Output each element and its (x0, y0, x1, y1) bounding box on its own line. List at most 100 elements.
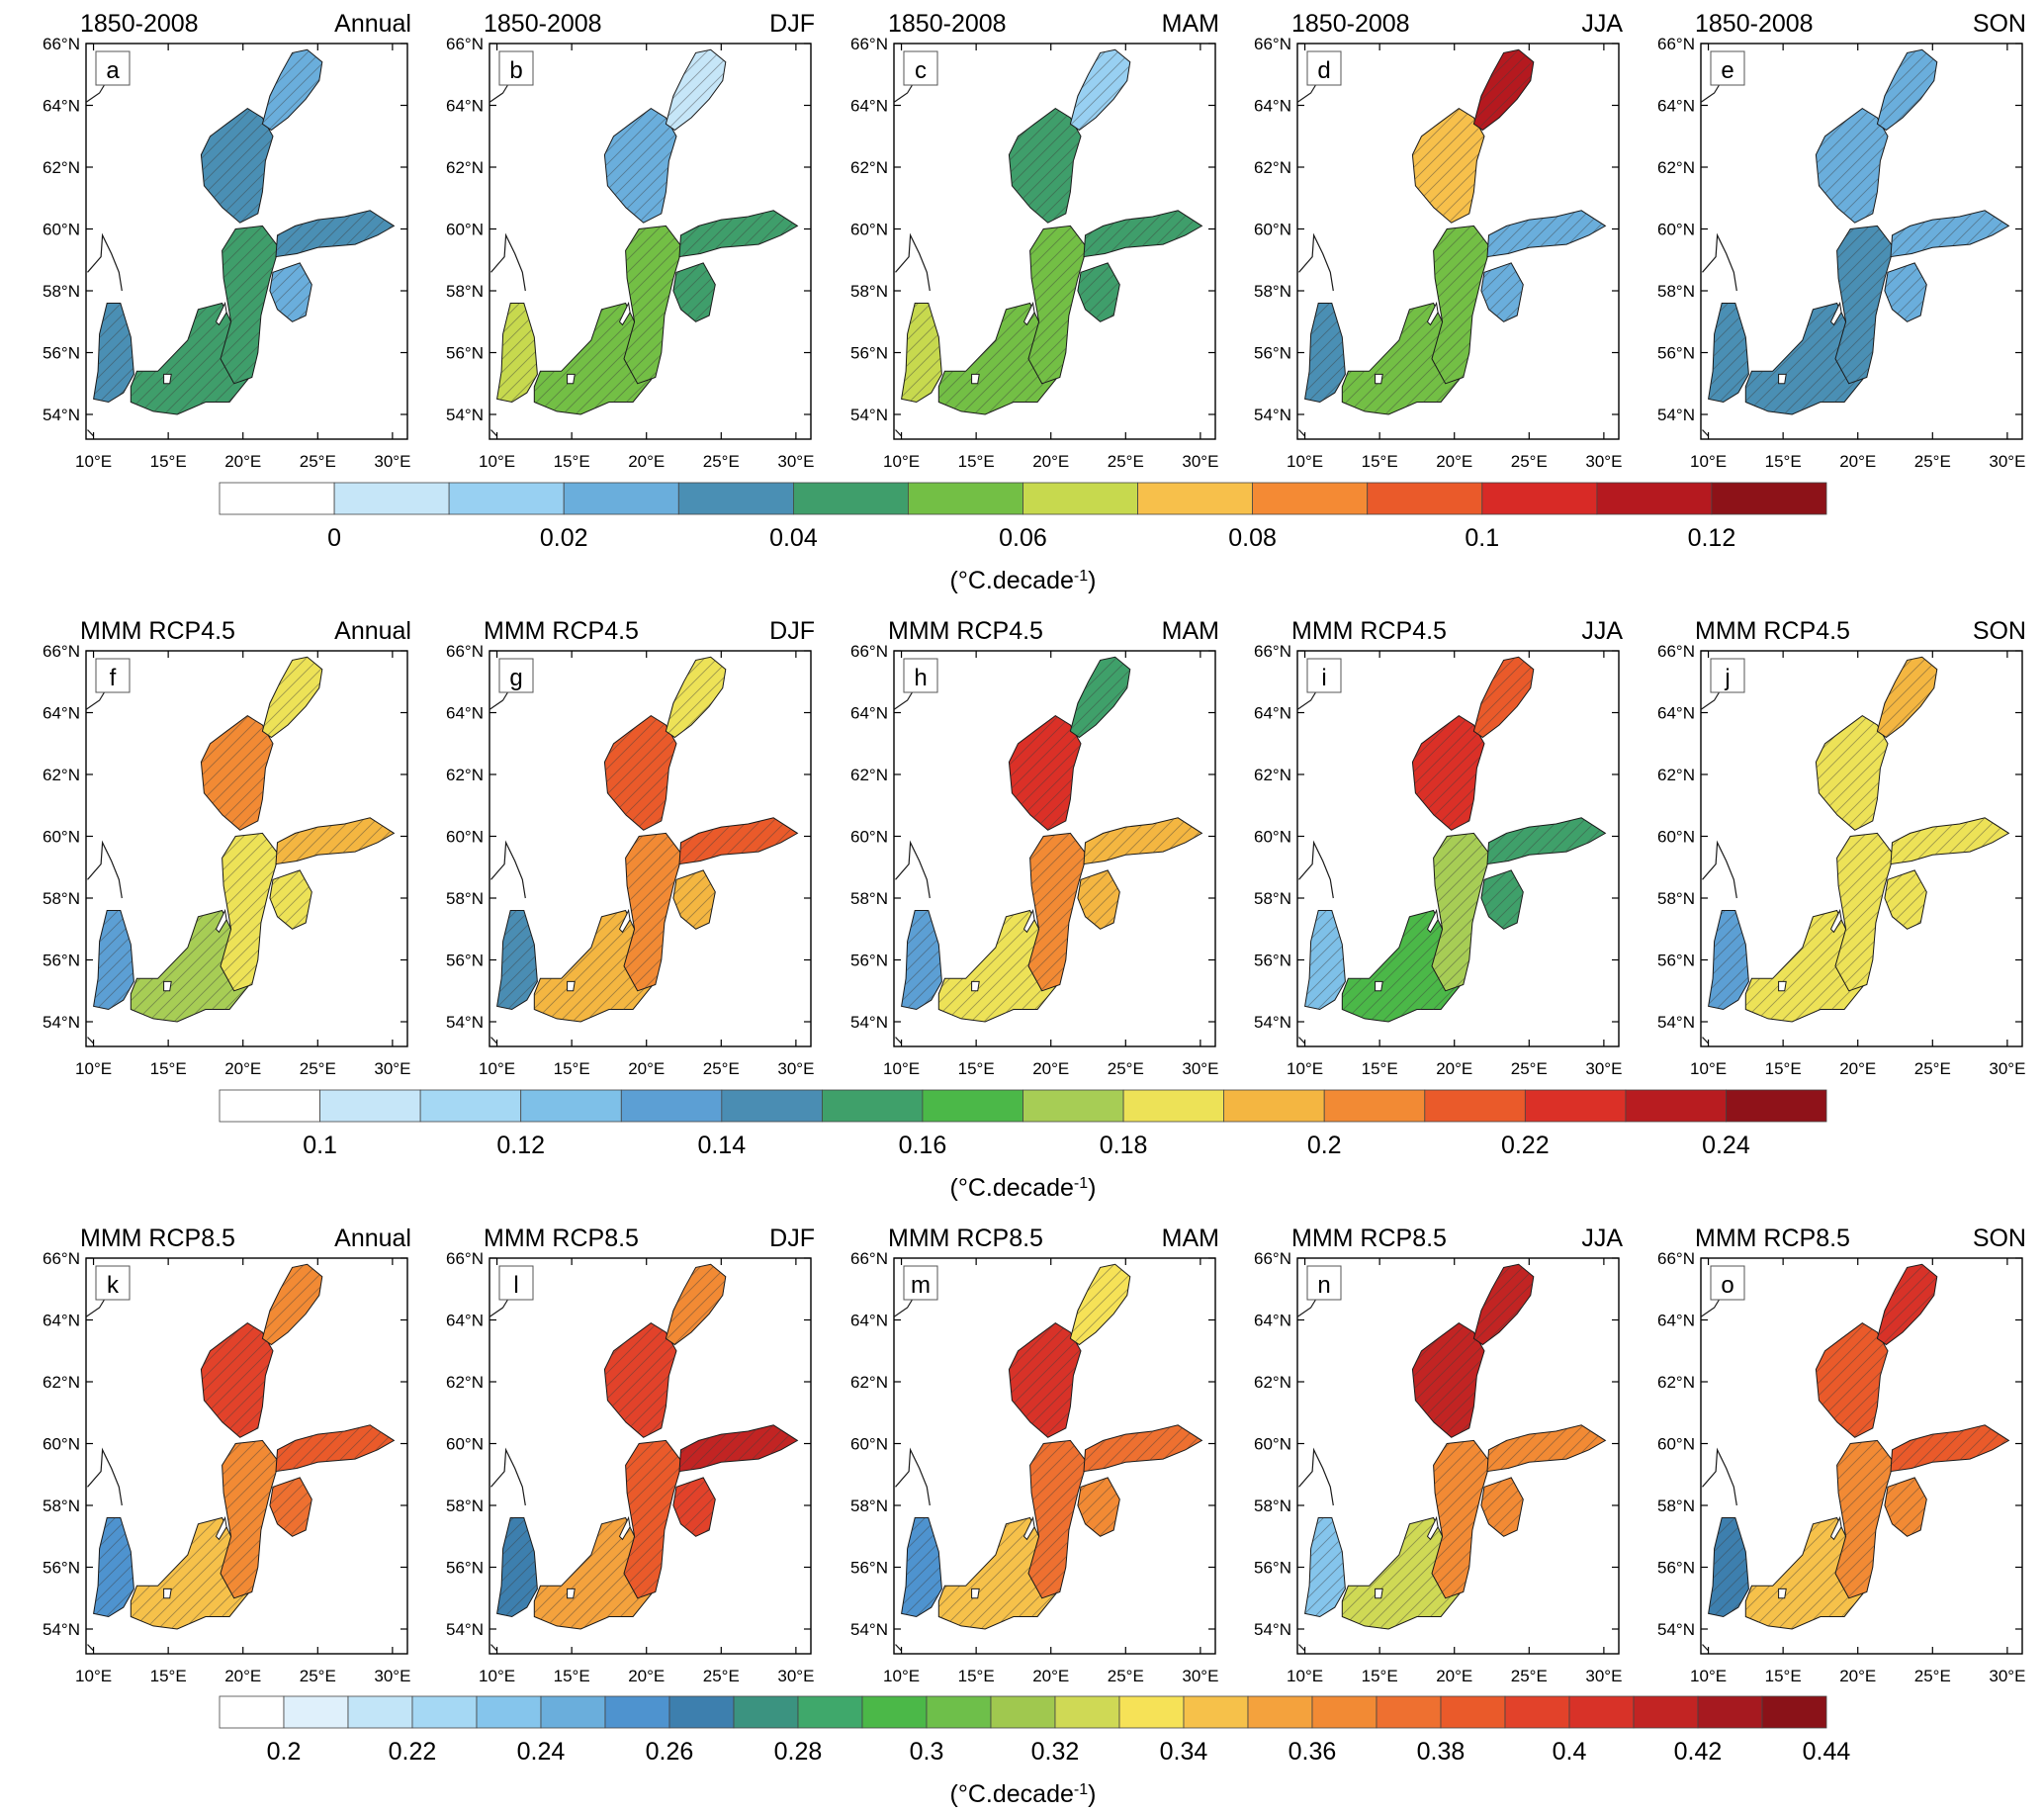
panel-letter: g (509, 665, 522, 691)
significance-hatching (901, 910, 942, 1010)
significance-hatching (1877, 49, 1937, 131)
panel-title-period: MMM RCP8.5 (1291, 1224, 1447, 1252)
colorbar-bin (319, 1089, 421, 1123)
significance-hatching (901, 1517, 942, 1617)
significance-hatching (1816, 108, 1888, 224)
lat-tick-label: 64°N (446, 1312, 484, 1330)
german-coastline (87, 1644, 95, 1652)
colorbar-tick-label: 0.32 (1031, 1738, 1080, 1766)
bornholm-island (163, 1587, 172, 1599)
lat-tick-label: 64°N (43, 1312, 80, 1330)
significance-hatching (1412, 108, 1484, 224)
significance-hatching (276, 817, 395, 864)
gotland-island (618, 908, 631, 934)
lat-tick-label: 60°N (1254, 1435, 1291, 1454)
colorbar-bin (448, 482, 565, 515)
lat-tick-label: 62°N (43, 1373, 80, 1392)
colorbar-bin (1122, 1089, 1225, 1123)
lat-tick-label: 54°N (43, 406, 80, 424)
significance-hatching (1745, 303, 1867, 414)
lon-tick-label: 20°E (1839, 1059, 1876, 1078)
significance-hatching (496, 303, 538, 403)
lat-tick-label: 60°N (850, 828, 888, 847)
lat-tick-label: 56°N (446, 952, 484, 970)
colorbar-bin (797, 1695, 863, 1729)
colorbar-bin (1223, 1089, 1325, 1123)
german-coastline (895, 429, 903, 437)
significance-hatching (1480, 1477, 1524, 1537)
significance-hatching (666, 1264, 726, 1345)
significance-hatching (1009, 715, 1081, 831)
lat-tick-label: 54°N (1657, 1620, 1695, 1639)
panel-letter-box (1710, 50, 1745, 86)
lon-tick-label: 10°E (1287, 1667, 1323, 1685)
significance-hatching (604, 108, 676, 224)
lat-tick-label: 64°N (1657, 97, 1695, 116)
lon-tick-label: 25°E (1108, 452, 1144, 471)
lat-tick-label: 56°N (446, 1559, 484, 1578)
lat-tick-label: 64°N (446, 704, 484, 723)
lon-tick-label: 25°E (1108, 1059, 1144, 1078)
panel-l: MMM RCP8.5 DJF l 66°N 64°N 62°N 60°N 58°N 56°N 54… (446, 1224, 815, 1685)
panel-title-season: Annual (334, 10, 411, 38)
lat-tick-label: 62°N (43, 766, 80, 784)
colorbar-tick-label: 0.3 (910, 1738, 944, 1766)
panel-title-period: MMM RCP4.5 (1291, 617, 1447, 645)
lat-tick-label: 56°N (1254, 1559, 1291, 1578)
german-coastline (1702, 429, 1710, 437)
unit-exponent: -1 (1074, 1175, 1088, 1192)
colorbar-bin (1424, 1089, 1526, 1123)
unit-exponent: -1 (1074, 1781, 1088, 1798)
lon-tick-label: 30°E (1182, 1667, 1218, 1685)
significance-hatching (1884, 262, 1927, 322)
colorbar-bin (1711, 482, 1827, 515)
lon-tick-label: 10°E (75, 1667, 112, 1685)
significance-hatching (1070, 1264, 1130, 1345)
panel-h: MMM RCP4.5 MAM h 66°N 64°N 62°N 60°N 58°N 56°N 54… (850, 617, 1219, 1078)
significance-hatching (534, 1517, 656, 1629)
panel-letter-box (903, 1265, 938, 1301)
german-coastline (1298, 429, 1306, 437)
lat-tick-label: 56°N (43, 952, 80, 970)
significance-hatching (672, 869, 716, 930)
panel-letter: k (107, 1272, 120, 1299)
significance-hatching (201, 715, 273, 831)
panel-title-period: MMM RCP4.5 (80, 617, 235, 645)
german-coastline (1298, 1037, 1306, 1044)
colorbar-tick-label: 0.02 (540, 524, 588, 552)
lon-tick-label: 30°E (777, 1059, 814, 1078)
lon-tick-label: 30°E (777, 1667, 814, 1685)
panel-d: 1850-2008 JJA d 66°N 64°N 62°N 60°N 58°N 56°N 54°… (1254, 10, 1623, 471)
lon-tick-label: 10°E (883, 1667, 920, 1685)
significance-hatching (221, 226, 279, 384)
significance-hatching (131, 303, 252, 414)
significance-hatching (624, 1440, 682, 1598)
lat-tick-label: 64°N (850, 704, 888, 723)
panel-title-season: JJA (1581, 1224, 1623, 1252)
bornholm-island (1375, 980, 1383, 992)
panel-title-season: MAM (1162, 10, 1219, 38)
colorbar-unit: (°C.decade-1) (950, 1780, 1097, 1808)
colorbar-bin (1367, 482, 1483, 515)
lat-tick-label: 62°N (850, 1373, 888, 1392)
lon-tick-label: 10°E (75, 1059, 112, 1078)
panel-letter: f (110, 665, 117, 691)
significance-hatching (1745, 1517, 1867, 1629)
lon-tick-label: 25°E (703, 1059, 740, 1078)
colorbar-tick-label: 0.14 (697, 1132, 746, 1159)
lat-tick-label: 54°N (446, 1620, 484, 1639)
panel-title-season: MAM (1162, 1224, 1219, 1252)
significance-hatching (1891, 210, 2009, 257)
colorbar-row-2: 0.1 0.12 0.14 0.16 0.18 0.2 0.22 0.24 (°C.decade… (219, 1089, 1827, 1202)
colorbar-tick-label: 0.08 (1228, 524, 1277, 552)
significance-hatching (276, 210, 395, 257)
skagerrak-coastline (895, 232, 931, 292)
colorbar-bin (347, 1695, 413, 1729)
colorbar-bin (219, 482, 335, 515)
lon-tick-label: 15°E (554, 452, 590, 471)
panel-letter-box (903, 50, 938, 86)
lat-tick-label: 58°N (850, 1497, 888, 1515)
panel-letter-box (498, 658, 534, 693)
skagerrak-coastline (1702, 840, 1737, 899)
panel-title-season: JJA (1581, 617, 1623, 645)
